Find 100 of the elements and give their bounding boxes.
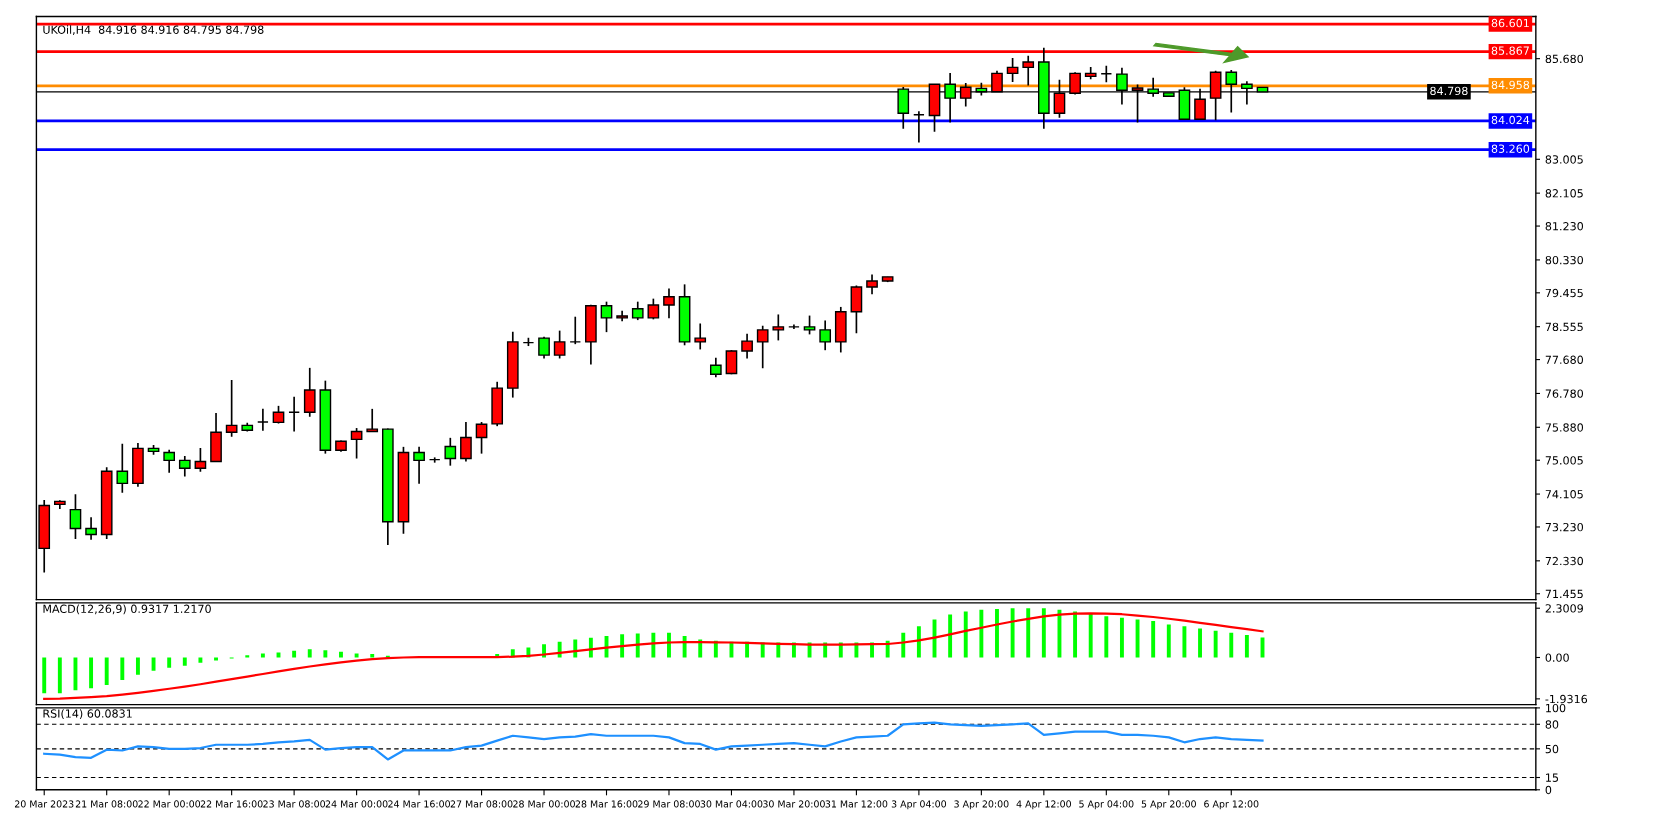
x-tick-label: 20 Mar 2023 bbox=[14, 800, 74, 808]
candlestick bbox=[631, 300, 644, 321]
bar bbox=[682, 636, 687, 658]
x-tick-label: 28 Mar 00:00 bbox=[513, 800, 575, 808]
bar bbox=[1213, 630, 1218, 658]
bar bbox=[948, 614, 953, 658]
bar bbox=[323, 650, 328, 658]
bar bbox=[1119, 617, 1124, 658]
bar bbox=[214, 657, 218, 661]
y-tick-label: 0.00 bbox=[1545, 653, 1569, 662]
bar bbox=[651, 632, 656, 658]
candlestick bbox=[913, 110, 925, 144]
bar bbox=[1041, 608, 1046, 658]
ref-line-label: 83.260 bbox=[1491, 144, 1530, 153]
y-tick-label: 81.230 bbox=[1545, 222, 1584, 231]
candlestick bbox=[194, 447, 207, 473]
y-tick-label: 82.105 bbox=[1545, 189, 1583, 198]
bar bbox=[42, 657, 47, 694]
bar bbox=[1026, 608, 1031, 658]
chart-title: MACD(12,26,9) 0.9317 1.2170 bbox=[43, 604, 211, 615]
candlestick bbox=[663, 287, 675, 320]
bar bbox=[1088, 613, 1093, 658]
x-tick-label: 6 Apr 12:00 bbox=[1204, 800, 1259, 810]
candlestick bbox=[772, 313, 785, 342]
y-tick-label: 72.330 bbox=[1545, 556, 1584, 566]
bar bbox=[57, 657, 62, 694]
bar bbox=[1151, 621, 1156, 658]
candlestick bbox=[1100, 64, 1113, 84]
candlestick bbox=[819, 319, 832, 352]
bar bbox=[120, 657, 125, 680]
y-tick-label: 79.455 bbox=[1545, 288, 1583, 298]
x-tick-label: 5 Apr 20:00 bbox=[1141, 800, 1196, 810]
x-tick-label: 27 Mar 08:00 bbox=[450, 800, 513, 808]
bar bbox=[1073, 611, 1078, 658]
y-tick-label: 2.3009 bbox=[1545, 604, 1583, 613]
y-tick-label: 80 bbox=[1545, 720, 1559, 729]
bar bbox=[370, 654, 375, 658]
x-tick-label: 31 Mar 12:00 bbox=[825, 800, 888, 808]
bar bbox=[963, 611, 968, 658]
x-tick-label: 22 Mar 16:00 bbox=[200, 800, 263, 808]
candlestick bbox=[288, 395, 300, 433]
x-tick-label: 4 Apr 12:00 bbox=[1016, 800, 1071, 810]
candlestick bbox=[741, 332, 753, 360]
bar bbox=[198, 657, 203, 663]
y-tick-label: 71.455 bbox=[1545, 589, 1583, 599]
candlestick bbox=[553, 329, 566, 360]
bar bbox=[1198, 628, 1202, 658]
candlestick bbox=[1022, 54, 1035, 87]
candlestick bbox=[225, 379, 238, 438]
candlestick bbox=[475, 421, 488, 455]
candlestick bbox=[163, 449, 176, 474]
x-tick-label: 3 Apr 04:00 bbox=[891, 800, 947, 810]
bar bbox=[104, 657, 109, 686]
y-tick-label: 74.105 bbox=[1545, 490, 1583, 499]
x-tick-label: 22 Mar 00:00 bbox=[138, 800, 201, 808]
bar bbox=[1229, 632, 1234, 658]
bar bbox=[1104, 616, 1109, 658]
chart-title: RSI(14) 60.0831 bbox=[43, 709, 132, 720]
bar bbox=[979, 609, 984, 658]
bar bbox=[167, 657, 172, 668]
ref-line-label: 84.958 bbox=[1491, 80, 1530, 90]
bar bbox=[901, 632, 906, 658]
y-tick-label: 83.005 bbox=[1545, 155, 1583, 164]
bar bbox=[151, 657, 156, 671]
y-tick-label: 75.880 bbox=[1545, 423, 1584, 432]
bar bbox=[916, 626, 921, 658]
bar bbox=[1166, 624, 1171, 658]
candlestick bbox=[366, 408, 379, 433]
bar bbox=[995, 608, 999, 658]
candlestick bbox=[694, 322, 707, 351]
y-tick-label: 76.780 bbox=[1545, 389, 1584, 398]
x-tick-label: 23 Mar 08:00 bbox=[263, 800, 326, 808]
candlestick bbox=[444, 436, 457, 467]
candlestick bbox=[725, 349, 738, 376]
candlestick bbox=[569, 315, 582, 346]
candlestick bbox=[69, 493, 82, 540]
bar bbox=[1244, 635, 1249, 658]
y-tick-label: 15 bbox=[1546, 773, 1559, 782]
line-series bbox=[43, 721, 1264, 761]
ref-line-label: 86.601 bbox=[1491, 18, 1529, 28]
y-tick-label: 50 bbox=[1545, 744, 1559, 754]
bar bbox=[354, 653, 359, 658]
x-tick-label: 29 Mar 08:00 bbox=[638, 800, 700, 808]
candlestick bbox=[756, 324, 769, 370]
x-tick-label: 24 Mar 16:00 bbox=[388, 800, 450, 808]
bar bbox=[1182, 626, 1187, 658]
candlestick bbox=[460, 421, 472, 463]
ref-line-label: 85.867 bbox=[1491, 46, 1529, 55]
bar bbox=[89, 657, 94, 689]
x-tick-label: 5 Apr 04:00 bbox=[1079, 800, 1134, 810]
candlestick bbox=[303, 367, 316, 418]
candlestick bbox=[709, 356, 722, 379]
x-tick-label: 28 Mar 16:00 bbox=[575, 800, 638, 808]
candlestick bbox=[257, 408, 269, 432]
bar bbox=[135, 657, 140, 675]
bar bbox=[182, 657, 187, 666]
bar bbox=[307, 649, 312, 658]
y-tick-label: 100 bbox=[1546, 703, 1566, 713]
candlestick bbox=[413, 446, 425, 485]
y-tick-label: 78.555 bbox=[1545, 322, 1583, 332]
